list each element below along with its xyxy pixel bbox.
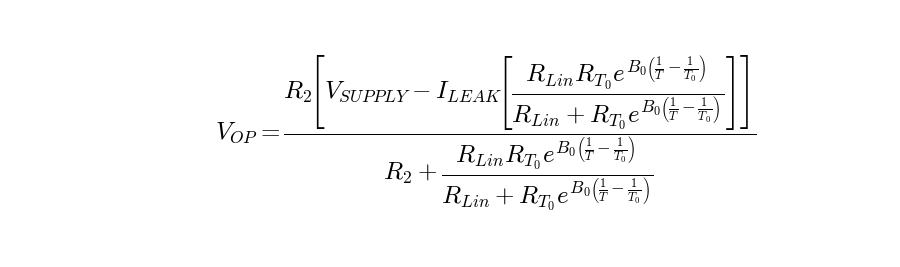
Text: $V_{OP} = \dfrac{R_2\!\left[V_{SUPPLY} - I_{LEAK}\!\left[\dfrac{R_{Lin}R_{T_0}e^: $V_{OP} = \dfrac{R_2\!\left[V_{SUPPLY} -… — [215, 54, 757, 213]
